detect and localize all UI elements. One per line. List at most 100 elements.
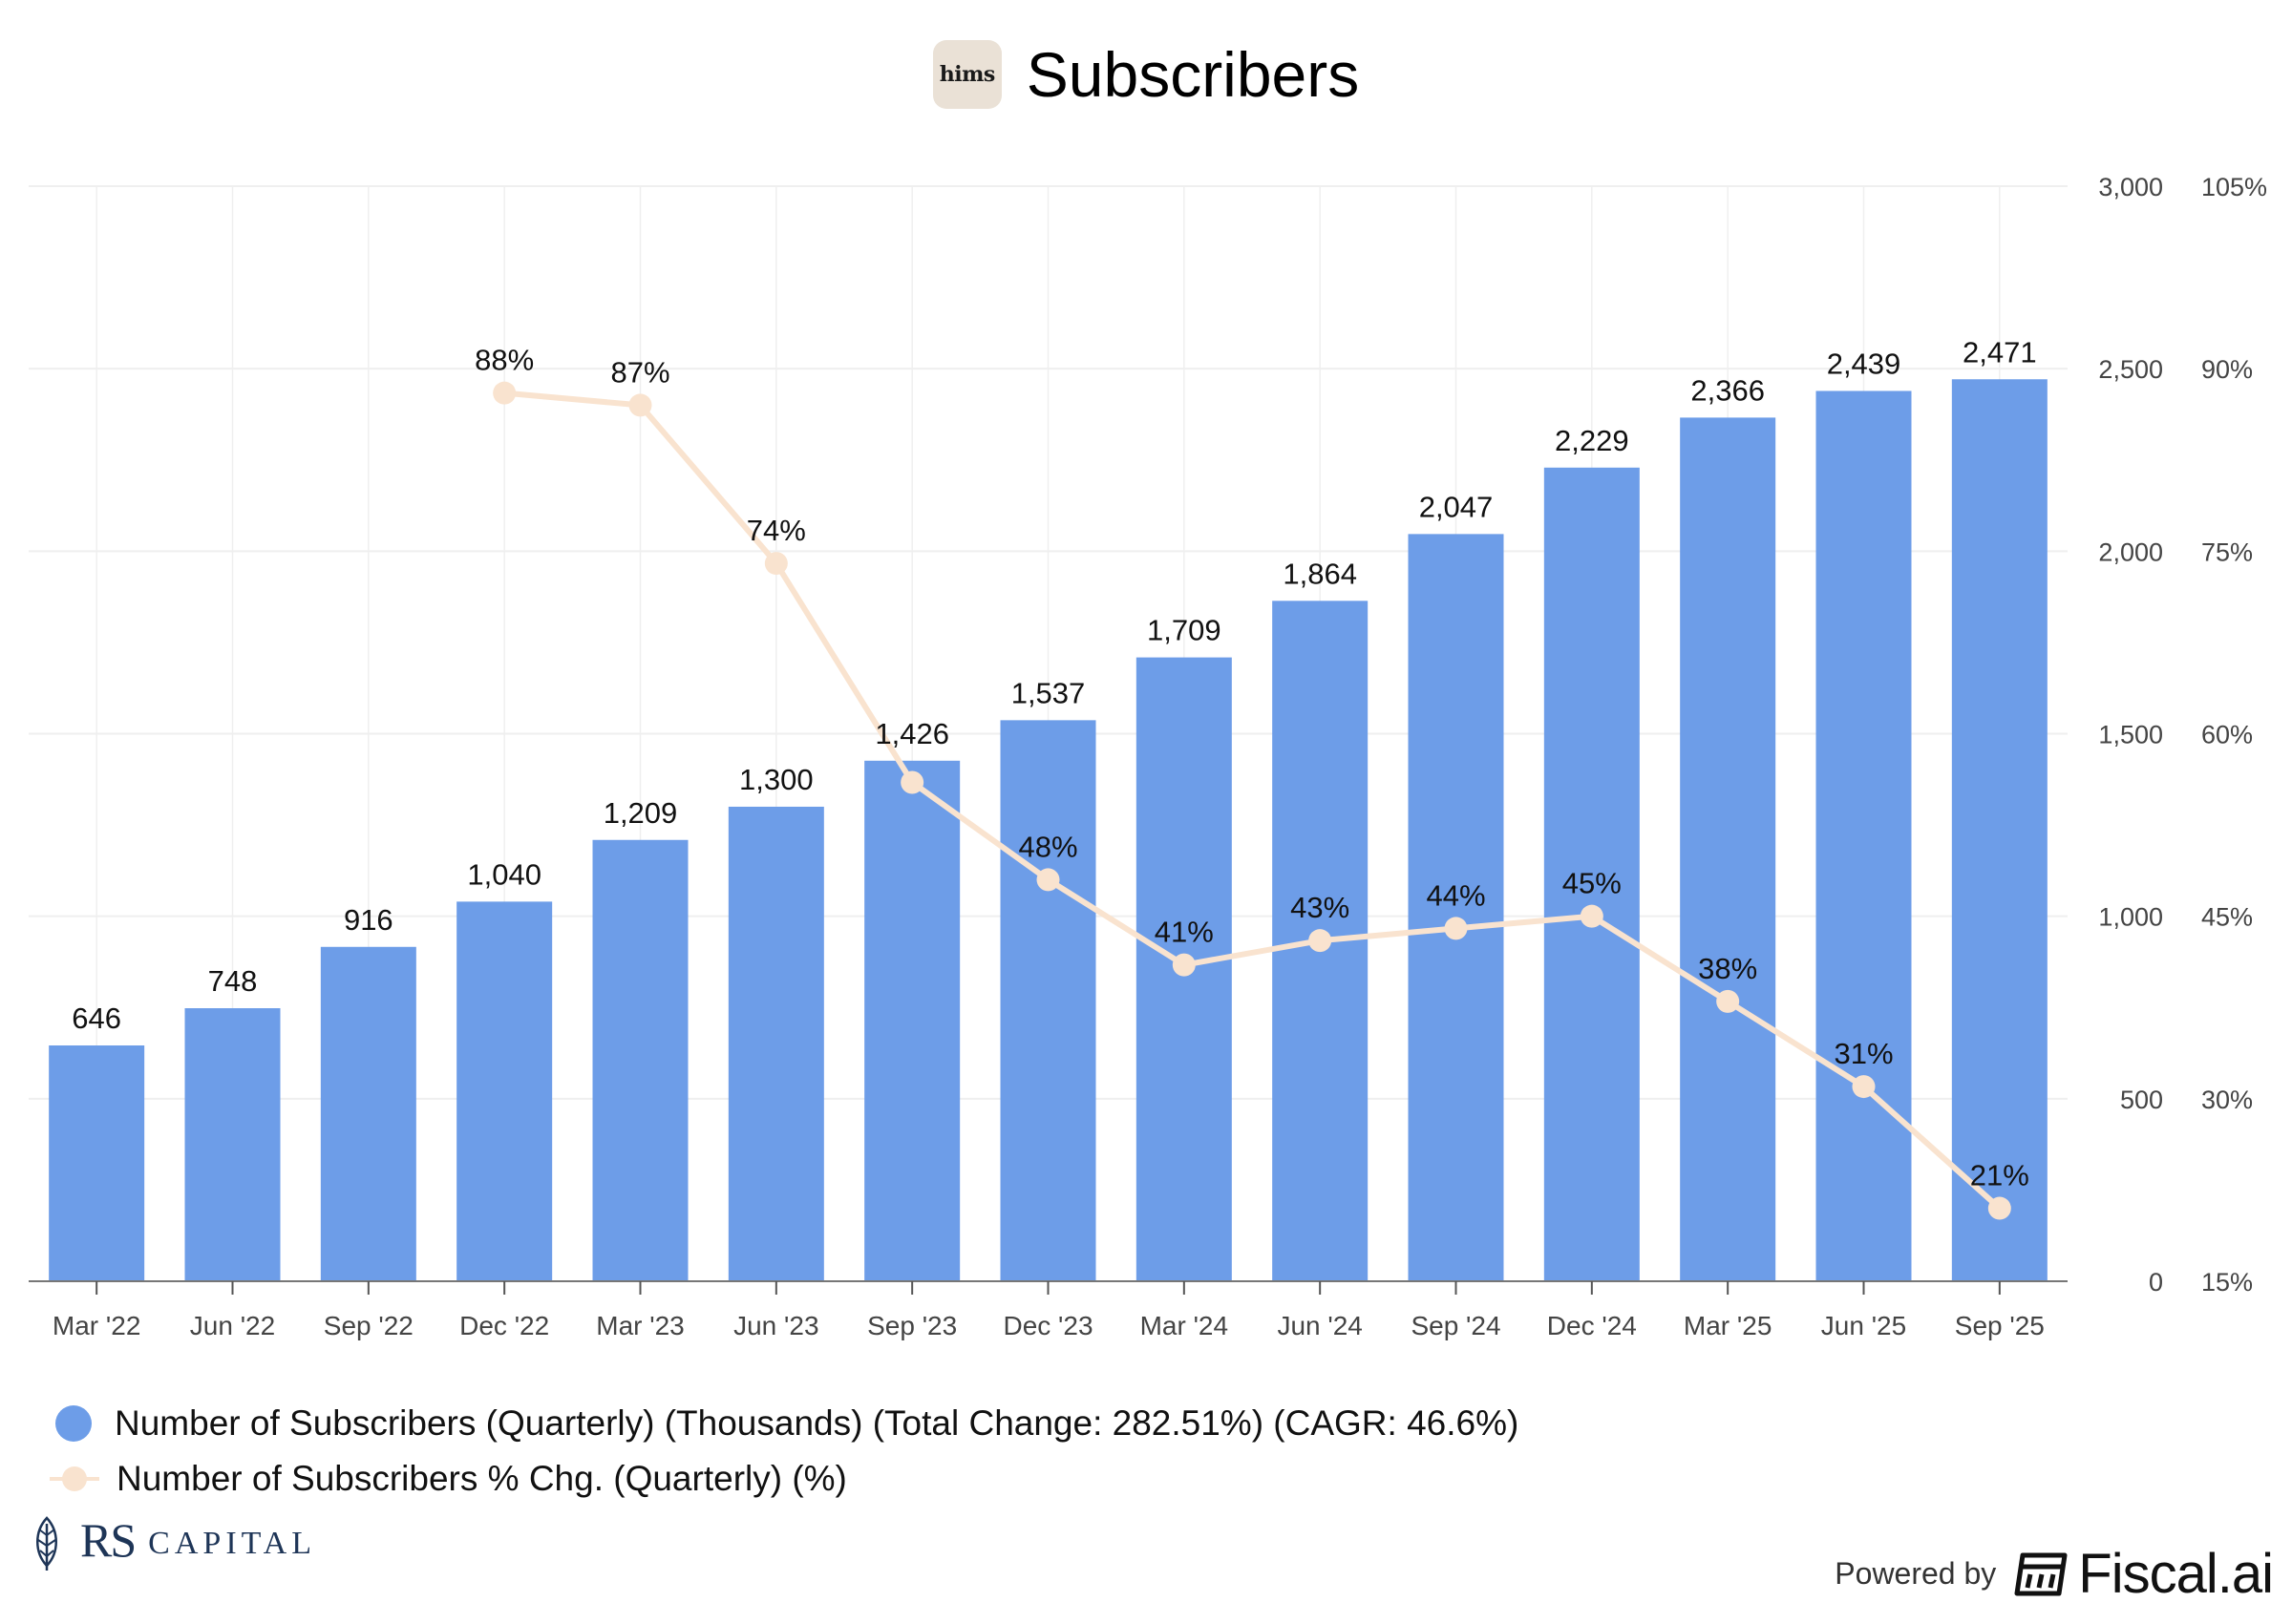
x-tick-label: Sep '23 <box>867 1311 957 1340</box>
pct-change-label: 21% <box>1970 1159 2029 1192</box>
pct-change-point <box>1987 1196 2011 1220</box>
bar-value-label: 1,040 <box>467 857 541 891</box>
bar <box>592 839 689 1281</box>
fiscal-logo-icon <box>2014 1552 2068 1595</box>
x-tick-label: Dec '23 <box>1003 1311 1093 1340</box>
pct-change-point <box>901 770 924 794</box>
pct-change-label: 31% <box>1834 1037 1893 1070</box>
pct-change-label: 38% <box>1698 952 1757 985</box>
bar <box>1951 379 2048 1281</box>
bar <box>1543 467 1640 1281</box>
x-tick-label: Jun '23 <box>733 1311 818 1340</box>
y-right-tick-label: 105% <box>2201 173 2267 201</box>
y-left-tick-label: 2,000 <box>2098 538 2163 566</box>
powered-by[interactable]: Powered by Fiscal.ai <box>1835 1542 2274 1606</box>
y-right-tick-label: 75% <box>2201 538 2253 566</box>
brand-initials: RS <box>80 1513 137 1567</box>
legend-label-pct-change: Number of Subscribers % Chg. (Quarterly)… <box>117 1459 847 1498</box>
bar <box>49 1045 145 1281</box>
y-left-tick-label: 0 <box>2149 1268 2163 1297</box>
subscribers-chart: 0 500 1,000 1,500 2,000 2,500 3,000 15% 30% 45% 60… <box>29 173 2267 1340</box>
x-tick-label: Mar '23 <box>596 1311 685 1340</box>
pct-change-point <box>1716 989 1740 1013</box>
legend-label-subscribers: Number of Subscribers (Quarterly) (Thous… <box>115 1403 1519 1443</box>
y-left-tick-label: 1,000 <box>2098 903 2163 932</box>
x-tick-label: Mar '25 <box>1684 1311 1772 1340</box>
bar-value-label: 2,229 <box>1555 424 1629 457</box>
y-right-tick-label: 90% <box>2201 355 2253 384</box>
x-tick-label: Jun '24 <box>1277 1311 1362 1340</box>
bar <box>728 806 824 1281</box>
brand-word: CAPITAL <box>148 1526 317 1561</box>
bar-series <box>49 379 2048 1282</box>
x-tick-label: Dec '24 <box>1547 1311 1637 1340</box>
x-tick-label: Dec '22 <box>459 1311 549 1340</box>
legend-item-pct-change[interactable]: Number of Subscribers % Chg. (Quarterly)… <box>50 1451 1518 1507</box>
pct-change-label: 41% <box>1155 916 1214 949</box>
bar <box>1000 720 1096 1281</box>
chart-header: hims Subscribers <box>0 38 2292 111</box>
pct-change-label: 48% <box>1018 830 1077 863</box>
rs-capital-brand: RS CAPITAL <box>31 1513 317 1571</box>
bar-value-label: 1,864 <box>1283 557 1357 590</box>
y-right-tick-label: 60% <box>2201 721 2253 749</box>
bar <box>456 901 553 1281</box>
bar-value-label: 1,300 <box>739 763 814 796</box>
bar-value-label: 1,209 <box>604 796 678 830</box>
x-tick-label: Jun '22 <box>190 1311 275 1340</box>
fiscal-wordmark: Fiscal.ai <box>2078 1543 2274 1605</box>
x-tick-label: Sep '24 <box>1411 1311 1500 1340</box>
legend-item-subscribers[interactable]: Number of Subscribers (Quarterly) (Thous… <box>55 1396 1518 1451</box>
bar-value-label: 1,426 <box>875 717 949 750</box>
bar <box>1408 534 1504 1281</box>
y-right-tick-label: 45% <box>2201 903 2253 932</box>
bar-value-label: 916 <box>344 903 393 937</box>
x-tick-label: Sep '22 <box>324 1311 414 1340</box>
bar-value-label: 1,537 <box>1011 676 1086 709</box>
pct-change-line <box>503 390 2002 1211</box>
y-left-tick-label: 2,500 <box>2098 355 2163 384</box>
bar-value-label: 646 <box>72 1002 121 1035</box>
y-right-tick-label: 15% <box>2201 1268 2253 1297</box>
chart-title: Subscribers <box>1026 39 1360 110</box>
x-tick-label: Mar '22 <box>53 1311 141 1340</box>
pct-change-label: 87% <box>610 355 669 389</box>
legend: Number of Subscribers (Quarterly) (Thous… <box>50 1396 1518 1507</box>
pct-change-point <box>764 552 788 576</box>
pct-change-point <box>628 393 652 417</box>
pct-change-point <box>1852 1075 1876 1099</box>
legend-bar-swatch <box>55 1405 92 1442</box>
pct-change-point <box>1036 868 1060 892</box>
bar-value-label: 2,366 <box>1690 373 1765 407</box>
pct-change-label: 43% <box>1290 891 1349 924</box>
bar <box>320 946 416 1281</box>
bar <box>864 760 961 1281</box>
pct-change-point <box>1172 953 1196 977</box>
pct-change-label: 74% <box>747 514 806 547</box>
pct-change-label: 45% <box>1562 867 1622 900</box>
pct-change-point <box>1580 904 1603 928</box>
y-left-tick-label: 1,500 <box>2098 721 2163 749</box>
hims-logo: hims <box>932 40 1002 109</box>
pct-change-label: 88% <box>475 344 534 377</box>
bar <box>1815 390 1912 1281</box>
pct-change-point <box>1444 917 1468 940</box>
legend-line-swatch <box>50 1466 99 1491</box>
powered-by-text: Powered by <box>1835 1556 1997 1591</box>
data-labels: 646 748 916 1,040 1,209 1,300 1,426 1,537 1,709 1… <box>72 335 2036 1192</box>
bar-value-label: 748 <box>208 964 258 998</box>
x-tick-label: Mar '24 <box>1140 1311 1229 1340</box>
bar <box>1680 417 1776 1282</box>
bar <box>184 1008 281 1281</box>
x-tick-label: Sep '25 <box>1955 1311 2045 1340</box>
leaf-icon <box>36 1516 57 1571</box>
bar-value-label: 1,709 <box>1147 614 1221 647</box>
bar-value-label: 2,471 <box>1963 335 2037 369</box>
pct-change-series <box>493 381 2011 1220</box>
axes: 0 500 1,000 1,500 2,000 2,500 3,000 15% 30% 45% 60… <box>29 173 2267 1340</box>
y-left-tick-label: 3,000 <box>2098 173 2163 201</box>
y-right-tick-label: 30% <box>2201 1086 2253 1114</box>
x-tick-label: Jun '25 <box>1821 1311 1906 1340</box>
pct-change-point <box>1308 929 1332 953</box>
bar-value-label: 2,047 <box>1419 490 1494 523</box>
